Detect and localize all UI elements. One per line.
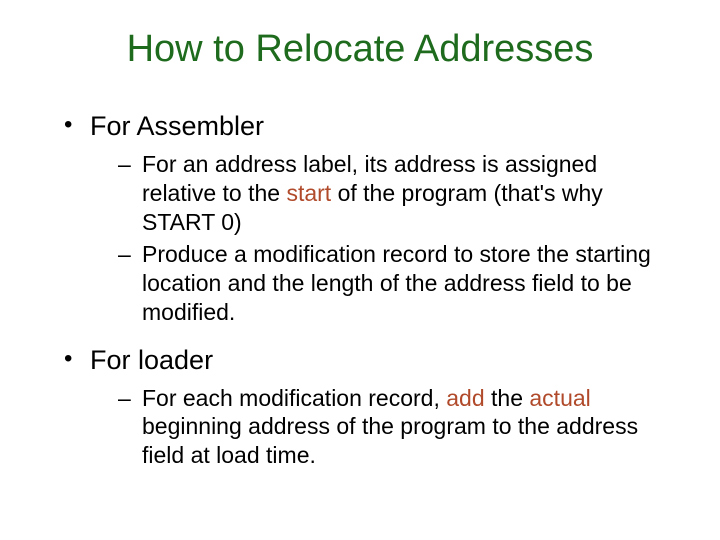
body-text: beginning address of the program to the … — [142, 413, 638, 468]
bullet-list: For Assembler For an address label, its a… — [64, 111, 670, 470]
bullet-level2: Produce a modification record to store t… — [118, 240, 670, 326]
body-text: Produce a modification record to store t… — [142, 241, 651, 325]
sub-bullet-list: For an address label, its address is ass… — [118, 150, 670, 327]
bullet-label: For Assembler — [90, 111, 264, 141]
slide-title: How to Relocate Addresses — [50, 28, 670, 71]
highlight-text: add — [446, 385, 484, 411]
bullet-label: For loader — [90, 345, 213, 375]
bullet-level2: For an address label, its address is ass… — [118, 150, 670, 236]
bullet-level1: For loader For each modification record, … — [64, 345, 670, 470]
slide: How to Relocate Addresses For AssemblerF… — [0, 0, 720, 540]
bullet-level2: For each modification record, add the ac… — [118, 384, 670, 470]
highlight-text: start — [286, 180, 331, 206]
bullet-level1: For Assembler For an address label, its a… — [64, 111, 670, 327]
highlight-text: actual — [529, 385, 590, 411]
body-text: the — [485, 385, 530, 411]
sub-bullet-list: For each modification record, add the ac… — [118, 384, 670, 470]
body-text: For each modification record, — [142, 385, 446, 411]
